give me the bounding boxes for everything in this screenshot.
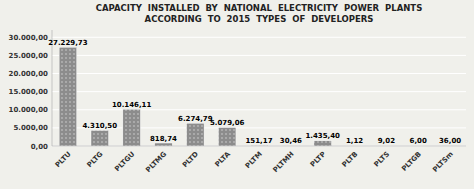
bar	[91, 130, 109, 146]
y-tick-label: 30.000,00	[9, 34, 49, 42]
grid-line	[52, 91, 466, 92]
x-tick-label: PLTM	[244, 150, 264, 170]
y-tick-label: 20.000,00	[9, 70, 49, 78]
title: CAPACITY INSTALLED BY NATIONAL ELECTRICI…	[96, 3, 423, 24]
grid-line	[52, 109, 466, 110]
x-tick-label: PLTU	[54, 150, 73, 169]
x-tick-label: PLTD	[181, 150, 200, 169]
y-axis	[52, 30, 53, 146]
x-tick-label: PLTG	[86, 150, 105, 169]
x-tick-label: PLTMH	[272, 150, 296, 174]
y-tick-label: 0,00	[31, 143, 48, 151]
data-label: 818,74	[150, 135, 177, 143]
bar	[314, 141, 332, 146]
bar	[123, 109, 141, 146]
background	[0, 0, 474, 189]
bar	[59, 47, 77, 146]
data-label: 5.079,06	[210, 119, 245, 127]
x-tick-label: PLTGB	[400, 150, 423, 173]
grid-line	[52, 37, 466, 38]
x-tick-label: PLTP	[309, 150, 328, 169]
data-label: 1.435,40	[305, 132, 340, 140]
y-tick-label: 25.000,00	[9, 52, 49, 60]
data-label: 4.310,50	[82, 122, 117, 130]
data-label: 6.274,79	[178, 115, 213, 123]
bars	[59, 47, 459, 146]
x-tick-label: PLTGU	[113, 150, 136, 173]
data-label: 27.229,73	[48, 39, 88, 47]
data-label: 6,00	[410, 137, 427, 145]
x-tick-label: PLTS	[373, 150, 392, 169]
x-tick-label: PLTMG	[144, 150, 168, 174]
grid-line	[52, 146, 466, 147]
data-label: 1,12	[346, 137, 363, 145]
data-label: 10.146,11	[112, 101, 152, 109]
data-label: 9,02	[378, 137, 395, 145]
grid-line	[52, 55, 466, 56]
data-label: 36,00	[439, 137, 461, 145]
chart: 0,00 5.000,00 10.000,00 15.000,00 20.000,00 2…	[0, 0, 474, 189]
x-axis	[52, 146, 466, 147]
x-tick-label: PLTSm	[431, 150, 455, 174]
x-tick-label: PLTA	[214, 150, 233, 169]
grid	[52, 37, 466, 146]
grid-line	[52, 73, 466, 74]
y-tick-label: 5.000,00	[13, 124, 48, 132]
x-tick-label: PLTB	[341, 150, 360, 169]
y-tick-label: 10.000,00	[9, 106, 49, 114]
bar	[218, 128, 236, 146]
bar	[155, 143, 173, 146]
data-label: 151,17	[245, 137, 272, 145]
data-label: 30,46	[280, 137, 302, 145]
y-tick-label: 15.000,00	[9, 88, 49, 96]
bar	[187, 123, 205, 146]
